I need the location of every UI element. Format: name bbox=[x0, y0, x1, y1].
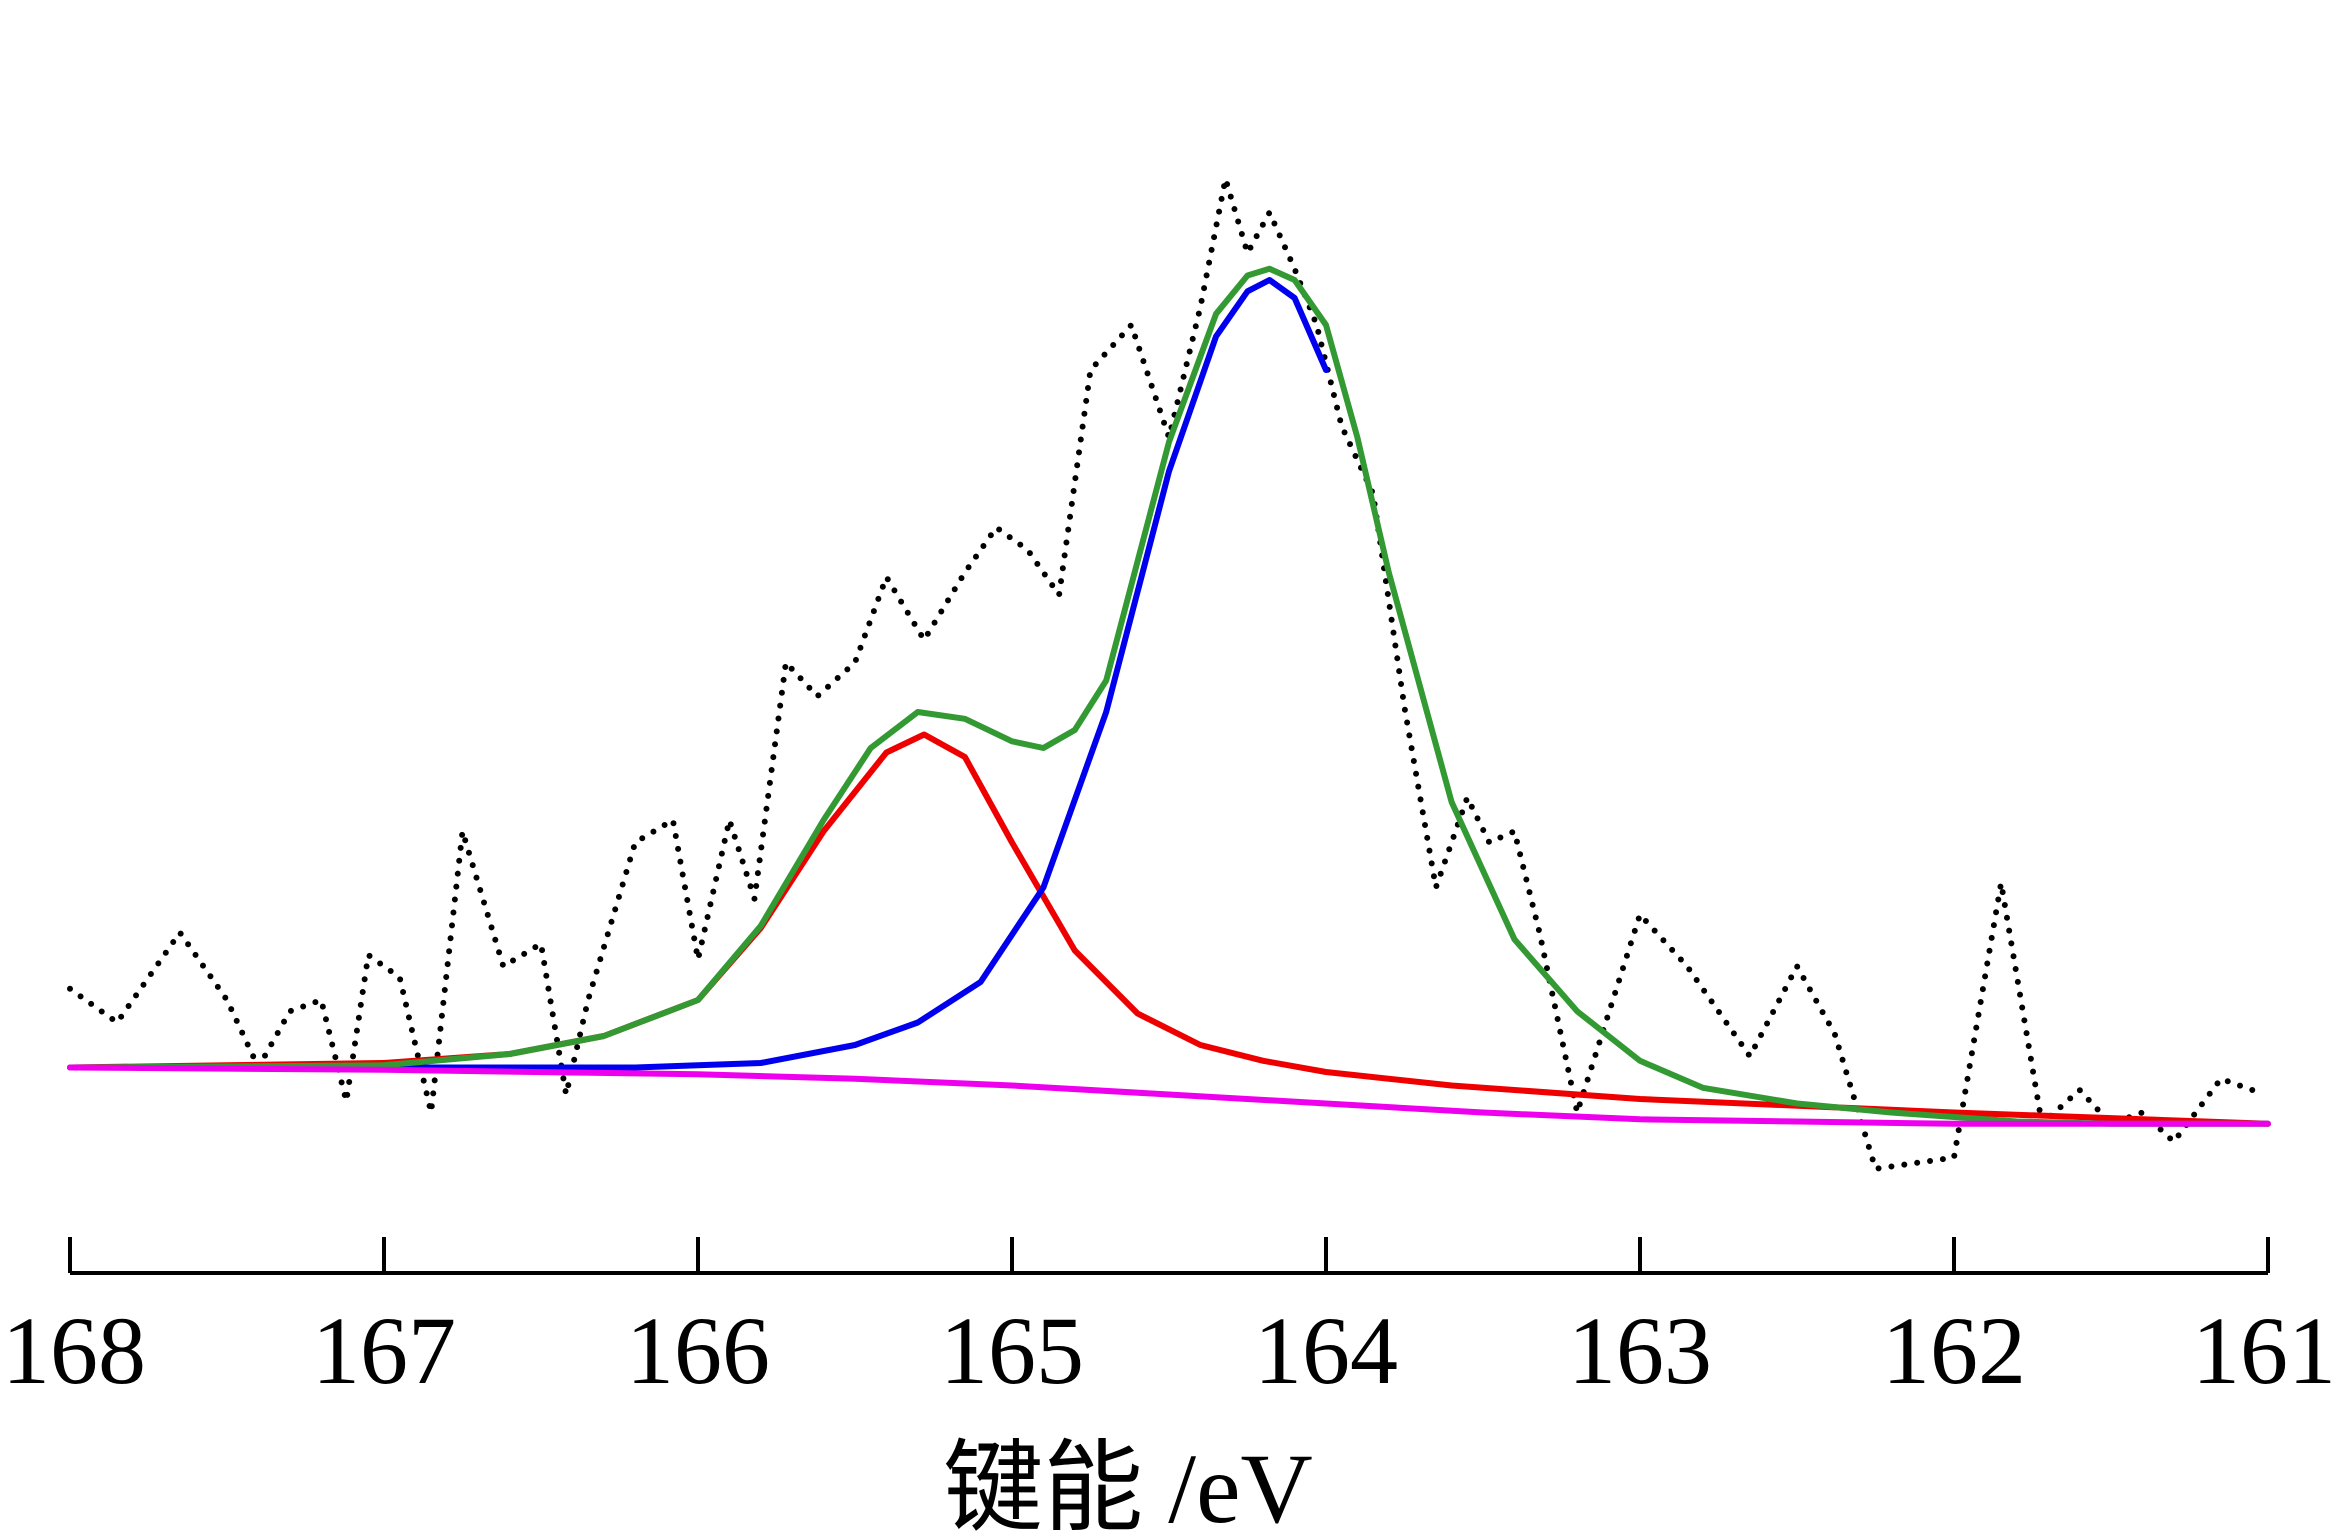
x-tick-label-161: 161 bbox=[2192, 1297, 2336, 1404]
x-tick-label-165: 165 bbox=[940, 1297, 1084, 1404]
x-axis: 168 167 166 165 164 163 162 161 bbox=[2, 1237, 2336, 1404]
x-tick-label-168: 168 bbox=[2, 1297, 146, 1404]
x-ticks bbox=[68, 1237, 2270, 1273]
x-tick-labels: 168 167 166 165 164 163 162 161 bbox=[2, 1297, 2336, 1404]
x-tick-label-167: 167 bbox=[312, 1297, 456, 1404]
plot-series bbox=[67, 175, 2271, 1172]
x-tick-label-164: 164 bbox=[1254, 1297, 1398, 1404]
series-line-3 bbox=[67, 265, 2271, 1127]
series-line-4 bbox=[67, 1064, 2271, 1127]
series-line-0 bbox=[67, 175, 2256, 1172]
x-axis-title: 键能 /eV bbox=[943, 1433, 1312, 1538]
x-tick-label-166: 166 bbox=[626, 1297, 770, 1404]
x-tick-label-162: 162 bbox=[1882, 1297, 2026, 1404]
x-tick-label-163: 163 bbox=[1568, 1297, 1712, 1404]
series-line-2 bbox=[67, 277, 1329, 1071]
